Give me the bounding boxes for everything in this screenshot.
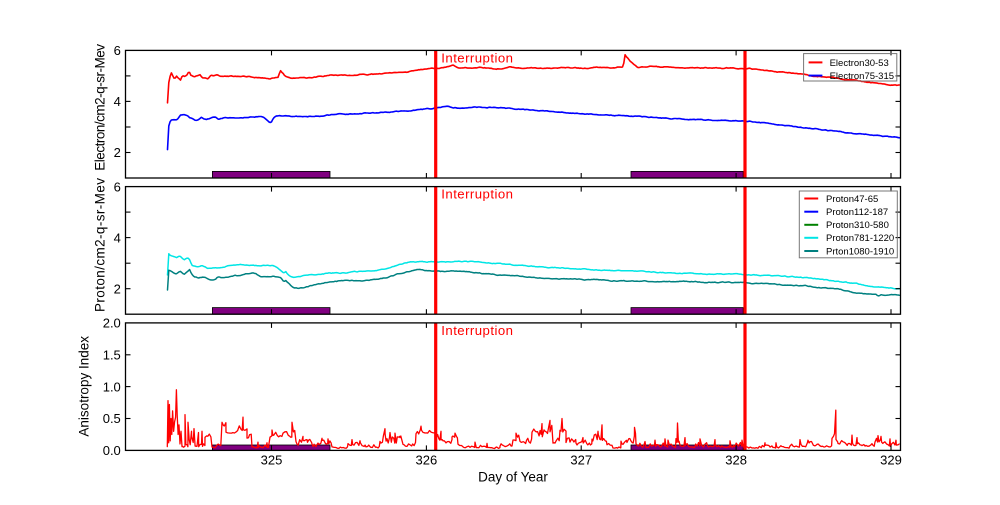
- svg-text:2.0: 2.0: [103, 316, 121, 331]
- svg-text:6: 6: [114, 179, 121, 194]
- svg-text:1.0: 1.0: [103, 379, 121, 394]
- svg-text:1.5: 1.5: [103, 347, 121, 362]
- svg-text:Prton1080-1910: Prton1080-1910: [826, 246, 894, 257]
- svg-text:Proton112-187: Proton112-187: [826, 207, 888, 218]
- svg-text:6: 6: [114, 43, 121, 58]
- svg-text:328: 328: [725, 452, 747, 467]
- svg-text:Interruption: Interruption: [441, 50, 513, 65]
- svg-text:325: 325: [261, 452, 283, 467]
- svg-text:4: 4: [114, 230, 121, 245]
- svg-text:4: 4: [114, 94, 121, 109]
- svg-text:0.0: 0.0: [103, 443, 121, 458]
- svg-text:Electron75-315: Electron75-315: [830, 71, 894, 82]
- svg-text:Proton781-1220: Proton781-1220: [826, 233, 894, 244]
- svg-text:Proton47-65: Proton47-65: [826, 194, 878, 205]
- svg-text:Interruption: Interruption: [441, 323, 513, 338]
- svg-text:Electron/cm2-q-sr-Mev: Electron/cm2-q-sr-Mev: [93, 44, 108, 171]
- svg-text:Proton310-580: Proton310-580: [826, 220, 889, 231]
- svg-text:327: 327: [570, 452, 592, 467]
- svg-text:Interruption: Interruption: [441, 187, 513, 202]
- svg-text:Anisotropy Index: Anisotropy Index: [77, 336, 92, 437]
- svg-text:326: 326: [416, 452, 438, 467]
- svg-text:2: 2: [114, 281, 121, 296]
- svg-text:Proton/cm2-q-sr-Mev: Proton/cm2-q-sr-Mev: [93, 178, 108, 312]
- svg-text:329: 329: [880, 452, 902, 467]
- svg-text:0.5: 0.5: [103, 411, 121, 426]
- svg-text:Electron30-53: Electron30-53: [830, 58, 889, 69]
- svg-text:Day of Year: Day of Year: [478, 470, 548, 485]
- svg-text:2: 2: [114, 145, 121, 160]
